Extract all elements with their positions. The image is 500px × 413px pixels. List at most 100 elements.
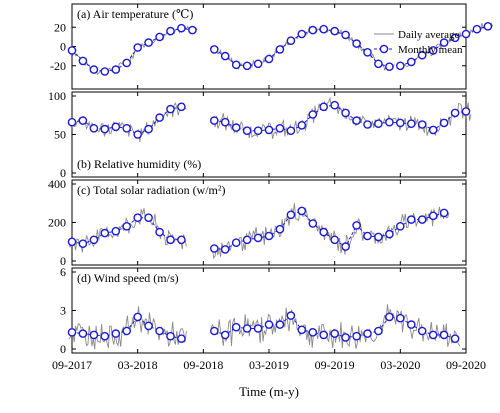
monthly-point [308,219,318,228]
monthly-point [319,330,329,340]
monthly-point [89,65,99,74]
monthly-point [166,235,175,245]
monthly-point [242,235,252,245]
monthly-point [439,38,449,47]
monthly-point [319,102,329,112]
y-tick-label: 6 [60,265,66,279]
monthly-point [341,108,350,118]
y-tick-label: 0 [60,254,66,268]
monthly-point [100,228,110,238]
x-tick-label: 09-2019 [315,358,355,372]
monthly-line-c-1 [214,210,445,250]
monthly-point [308,25,318,35]
monthly-point [352,221,361,230]
x-tick-label: 03-2019 [249,358,289,372]
panel-b-title: (b) Relative humidity (%) [77,157,201,171]
monthly-point [450,33,460,43]
monthly-point [363,231,372,241]
monthly-point [67,327,77,337]
monthly-point [395,313,405,323]
monthly-point [253,59,263,69]
monthly-point [439,330,449,340]
monthly-point [417,120,427,129]
monthly-point [417,326,427,336]
monthly-point [231,238,241,247]
monthly-point [341,242,350,251]
monthly-point [78,239,88,248]
monthly-point [275,320,285,329]
y-tick-label: 0 [60,166,66,180]
monthly-point [242,324,252,333]
monthly-point [111,226,121,236]
daily-series-a-0 [68,24,198,76]
panel-c-title: (c) Total solar radiation (w/m²) [77,183,226,197]
monthly-point [319,24,329,34]
monthly-point [220,245,230,254]
monthly-point [177,23,186,33]
monthly-point [253,324,263,333]
monthly-line-a-0 [71,27,193,73]
monthly-point [428,330,438,340]
monthly-point [188,25,197,35]
monthly-point [461,107,471,116]
y-tick-label: 0 [60,342,66,356]
monthly-point [144,38,153,47]
legend-daily-label: Daily average [398,29,459,41]
monthly-point [363,120,372,129]
monthly-point [231,123,241,132]
monthly-point [286,311,296,320]
monthly-point [220,330,230,340]
monthly-point [275,45,285,54]
panel-d-title: (d) Wind speed (m/s) [77,271,179,285]
monthly-point [253,233,263,243]
y-tick-label: 20 [54,20,66,34]
monthly-point [428,125,438,135]
monthly-point [450,334,460,344]
panel-a-title: (a) Air temperature (℃) [77,7,193,21]
monthly-point [100,67,110,76]
monthly-point [286,36,296,46]
x-tick-label: 09-2020 [446,358,486,372]
y-tick-label: 0 [60,40,66,54]
monthly-point [286,126,296,135]
monthly-point [308,327,318,337]
monthly-point [428,211,438,221]
monthly-point [78,329,88,338]
monthly-point [155,326,164,336]
monthly-point [155,32,164,42]
monthly-point [67,237,77,247]
monthly-point [439,118,449,128]
monthly-point [330,100,340,110]
monthly-point [89,330,99,340]
monthly-point [341,333,350,342]
monthly-point [177,102,186,112]
monthly-point [297,325,307,335]
monthly-point [111,122,121,132]
monthly-point [341,30,350,40]
panel-c: 0 200 400 (c) Total solar radiation (w/m²) [48,177,467,268]
monthly-point [374,232,383,242]
monthly-point [385,62,394,71]
monthly-point [155,113,164,122]
monthly-point [297,206,307,216]
monthly-point [352,331,361,341]
monthly-point [166,331,175,341]
monthly-point [450,108,460,118]
x-tick-label: 09-2018 [183,358,223,372]
monthly-point [209,326,219,336]
panel-d: 0 3 6 (d) Wind speed (m/s) [60,265,467,356]
legend-monthly-label: Monthly mean [398,44,463,56]
monthly-point [428,46,438,55]
monthly-point [67,117,77,127]
panel-a: -20 0 20 (a) Air temperature (℃) [50,3,494,90]
monthly-point [220,117,230,127]
monthly-point [374,59,383,69]
daily-series-b-1 [210,96,472,139]
monthly-point [242,126,252,135]
monthly-point [308,110,318,119]
y-tick-label: 50 [54,128,66,142]
monthly-point [352,39,361,48]
monthly-point [122,221,131,231]
monthly-point [385,229,394,239]
